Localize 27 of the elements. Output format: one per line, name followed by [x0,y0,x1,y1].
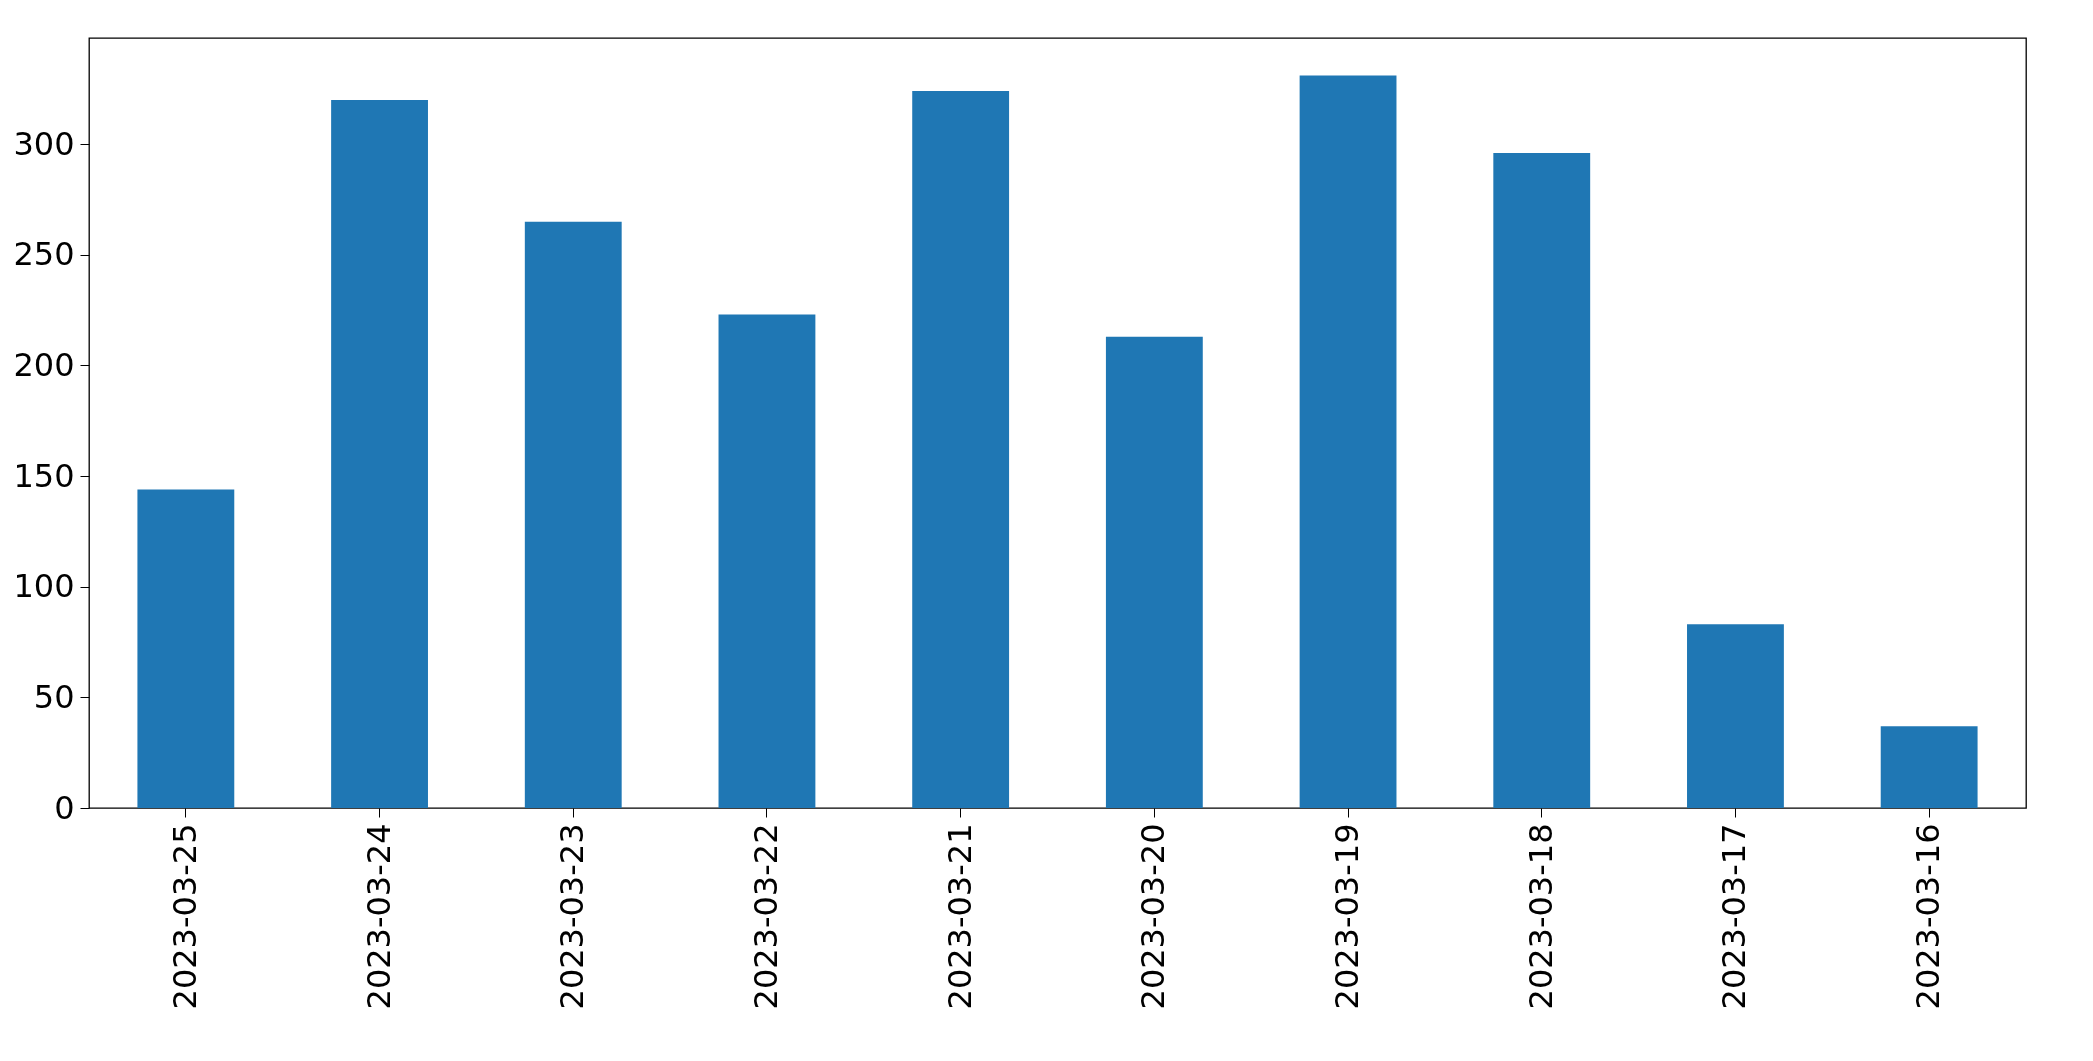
bar [524,221,622,808]
bar [331,99,428,808]
y-tick-label: 200 [13,345,75,384]
bar [1299,75,1397,808]
x-tick-label: 2023-03-24 [359,823,398,1010]
x-tick-label: 2023-03-18 [1521,823,1560,1010]
x-tick-label: 2023-03-20 [1134,823,1173,1010]
x-tick-label: 2023-03-23 [553,823,592,1010]
bar [1105,336,1203,808]
x-tick-label: 2023-03-21 [940,823,979,1010]
x-tick-label: 2023-03-22 [746,823,785,1010]
x-tick-label: 2023-03-25 [165,823,204,1010]
y-tick-label: 50 [33,677,75,716]
bar [912,91,1010,808]
y-tick-label: 100 [13,567,75,606]
bar [1687,624,1784,808]
y-tick-label: 150 [13,456,75,495]
x-tick-label: 2023-03-19 [1328,823,1367,1010]
bar [137,489,235,808]
bar [718,314,816,808]
y-tick-label: 250 [13,235,75,274]
bar [1880,726,1978,808]
bar [1493,153,1591,808]
y-tick-label: 0 [54,788,75,827]
x-tick-label: 2023-03-17 [1715,823,1754,1010]
y-tick-label: 300 [13,124,75,163]
x-tick-label: 2023-03-16 [1909,823,1948,1010]
